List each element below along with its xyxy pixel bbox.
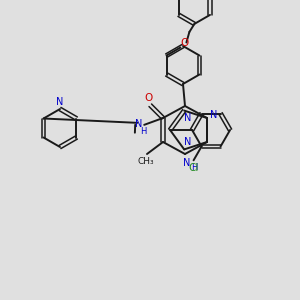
Text: N: N [210,110,218,120]
Text: N: N [184,137,192,147]
Text: N: N [134,119,142,129]
Text: H: H [140,127,146,136]
Text: N: N [56,97,64,107]
Text: N: N [183,158,191,168]
Text: Cl: Cl [188,163,199,173]
Text: N: N [184,112,192,123]
Text: CH₃: CH₃ [138,158,154,166]
Text: O: O [180,38,188,49]
Text: O: O [144,93,152,103]
Text: H: H [191,163,197,172]
